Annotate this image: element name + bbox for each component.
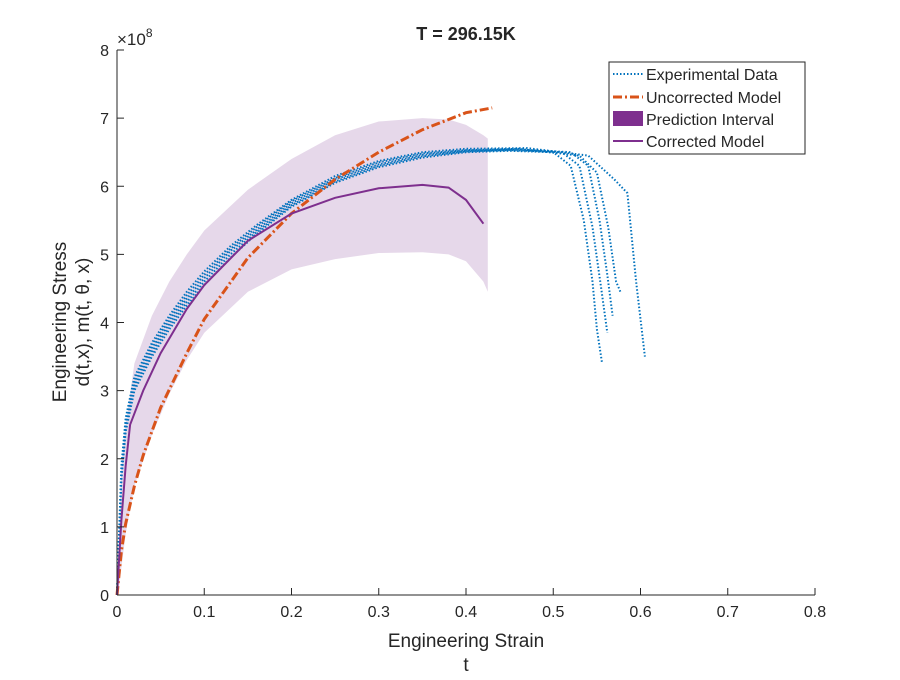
y-tick-label: 0 (100, 588, 109, 605)
x-axis-label-line2: t (463, 655, 469, 676)
y-tick-label: 1 (100, 520, 109, 537)
y-tick-label: 3 (100, 384, 109, 401)
legend-label-uncorrected: Uncorrected Model (646, 90, 781, 107)
experimental-data-layer (116, 147, 646, 596)
y-tick-label: 8 (100, 43, 109, 60)
y-axis-label-line1: Engineering Stress (50, 242, 71, 403)
y-tick-label: 2 (100, 452, 109, 469)
experimental-data-curve (116, 149, 604, 596)
experimental-data-curve (116, 147, 646, 596)
y-tick-label: 6 (100, 179, 109, 196)
uncorrected-model-layer (115, 106, 493, 596)
x-tick-label: 0.1 (193, 604, 215, 621)
x-tick-label: 0.4 (455, 604, 477, 621)
y-tick-label: 5 (100, 247, 109, 264)
x-tick-label: 0.5 (542, 604, 564, 621)
corrected-model-line (116, 183, 485, 596)
experimental-data-curve (116, 148, 614, 596)
y-exponent-power: 8 (146, 26, 153, 40)
y-exponent-label: ×108 (117, 26, 153, 49)
experimental-data-curve (116, 147, 622, 596)
experimental-data-curve (116, 149, 609, 596)
y-tick-label: 7 (100, 111, 109, 128)
legend-label-corrected: Corrected Model (646, 134, 764, 151)
x-ticks: 0 0.1 0.2 0.3 0.4 0.5 0.6 0.7 0.8 (113, 588, 826, 621)
prediction-interval-layer (117, 118, 488, 595)
legend-label-interval: Prediction Interval (646, 112, 774, 129)
chart-title: T = 296.15K (416, 24, 516, 44)
y-tick-label: 4 (100, 316, 109, 333)
legend-box (608, 61, 806, 155)
x-tick-label: 0 (113, 604, 122, 621)
corrected-model-layer (116, 183, 485, 596)
x-tick-label: 0.6 (629, 604, 651, 621)
legend: Experimental Data Uncorrected Model Pred… (608, 61, 806, 155)
x-tick-label: 0.8 (804, 604, 826, 621)
prediction-interval-band (117, 118, 488, 595)
y-ticks: 0 1 2 3 4 5 6 7 8 (100, 43, 124, 605)
x-tick-label: 0.7 (717, 604, 739, 621)
x-axis-label-line1: Engineering Strain (388, 631, 544, 652)
y-axis-label-line2: d(t,x), m(t, θ, x) (73, 258, 94, 387)
x-tick-label: 0.3 (368, 604, 390, 621)
uncorrected-model-line (115, 106, 493, 596)
legend-swatch-interval (613, 111, 643, 126)
legend-label-experimental: Experimental Data (646, 67, 778, 84)
x-tick-label: 0.2 (280, 604, 302, 621)
